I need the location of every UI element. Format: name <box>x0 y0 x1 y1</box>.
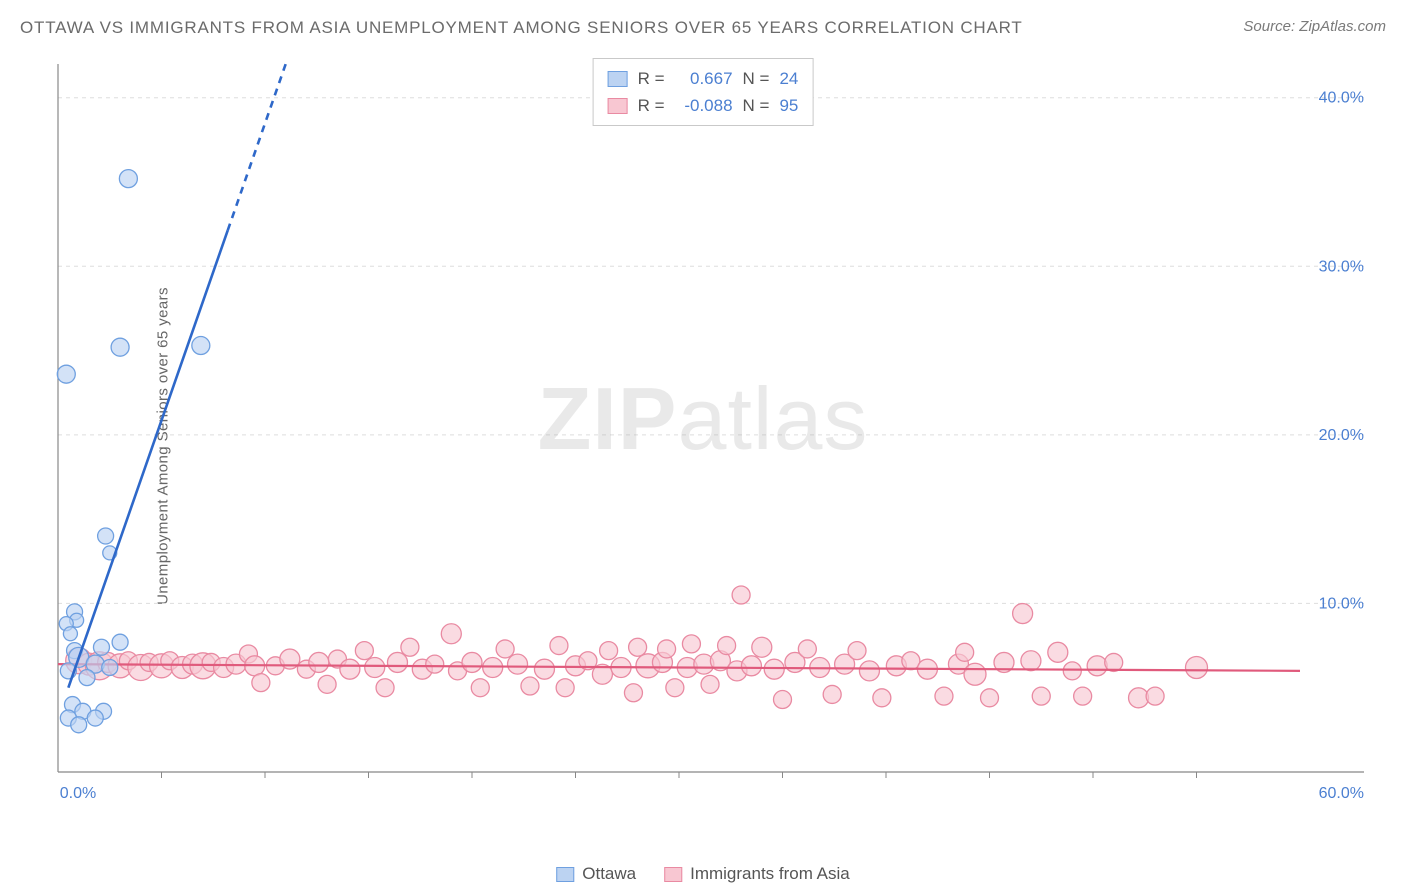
r-label: R = <box>638 65 665 92</box>
correlation-legend: R = 0.667 N = 24 R = -0.088 N = 95 <box>593 58 814 126</box>
svg-text:40.0%: 40.0% <box>1319 90 1364 107</box>
series-label-ottawa: Ottawa <box>582 864 636 884</box>
chart-title: OTTAWA VS IMMIGRANTS FROM ASIA UNEMPLOYM… <box>20 18 1023 38</box>
svg-text:30.0%: 30.0% <box>1319 258 1364 275</box>
series-legend-item: Immigrants from Asia <box>664 864 850 884</box>
legend-swatch-asia <box>664 867 682 882</box>
plot-area: 10.0% 20.0% 30.0% 40.0% 0.0% 60.0% <box>50 56 1370 816</box>
legend-swatch-ottawa <box>556 867 574 882</box>
chart-container: OTTAWA VS IMMIGRANTS FROM ASIA UNEMPLOYM… <box>0 0 1406 892</box>
n-label: N = <box>743 65 770 92</box>
correlation-legend-row: R = 0.667 N = 24 <box>608 65 799 92</box>
r-label: R = <box>638 92 665 119</box>
r-value-asia: -0.088 <box>675 92 733 119</box>
svg-text:0.0%: 0.0% <box>60 785 96 802</box>
svg-text:10.0%: 10.0% <box>1319 595 1364 612</box>
correlation-legend-row: R = -0.088 N = 95 <box>608 92 799 119</box>
r-value-ottawa: 0.667 <box>675 65 733 92</box>
source-attribution: Source: ZipAtlas.com <box>1243 18 1386 35</box>
source-value: ZipAtlas.com <box>1299 18 1386 35</box>
n-value-ottawa: 24 <box>779 65 798 92</box>
svg-text:20.0%: 20.0% <box>1319 427 1364 444</box>
series-label-asia: Immigrants from Asia <box>690 864 850 884</box>
svg-text:60.0%: 60.0% <box>1319 785 1364 802</box>
scatter-chart: 10.0% 20.0% 30.0% 40.0% 0.0% 60.0% <box>50 56 1370 816</box>
series-legend-item: Ottawa <box>556 864 636 884</box>
n-label: N = <box>743 92 770 119</box>
legend-swatch-ottawa <box>608 71 628 87</box>
legend-swatch-asia <box>608 98 628 114</box>
series-legend: Ottawa Immigrants from Asia <box>556 864 850 884</box>
source-label: Source: <box>1243 18 1295 35</box>
n-value-asia: 95 <box>779 92 798 119</box>
